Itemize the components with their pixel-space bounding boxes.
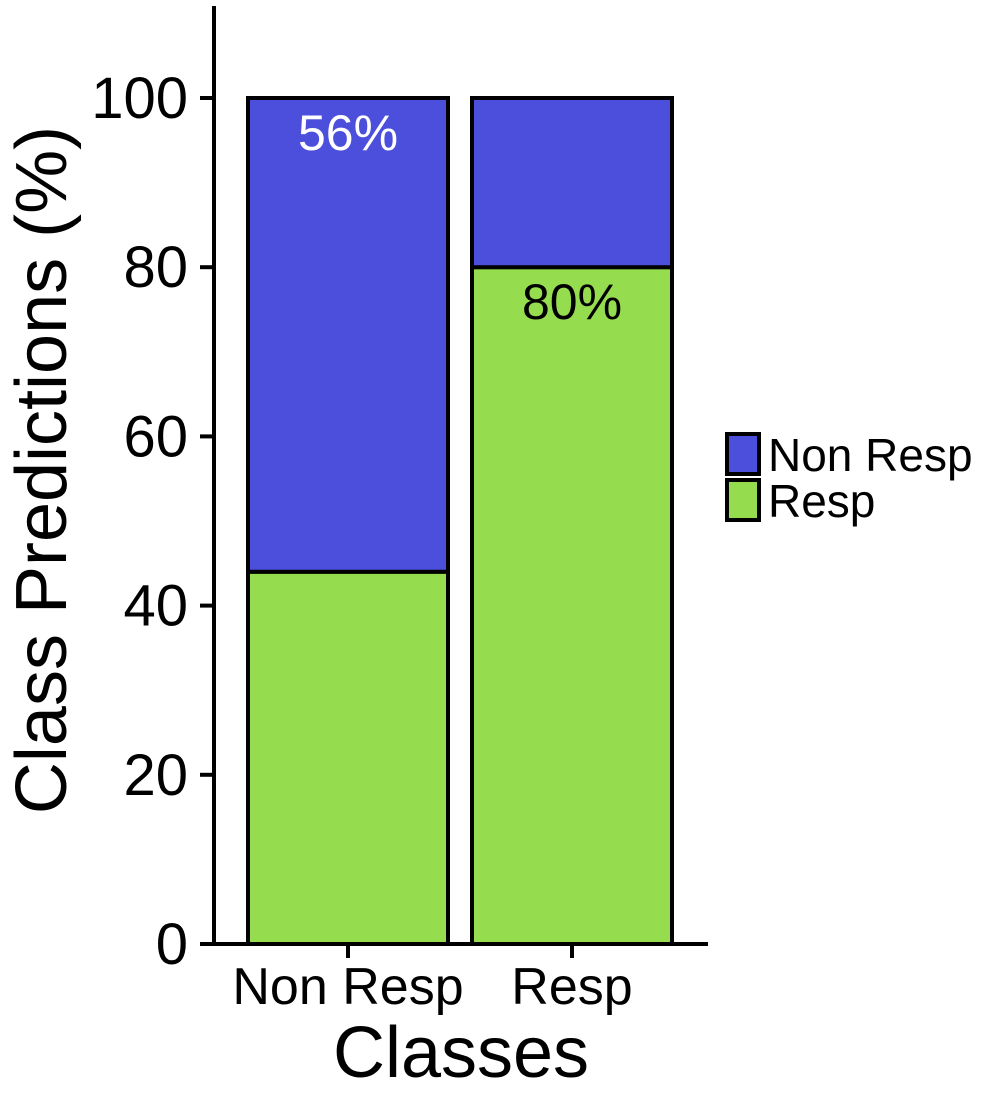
bar-non-resp-resp <box>246 569 450 946</box>
legend-swatch-resp <box>725 478 761 522</box>
bar-resp-non-resp <box>470 96 674 270</box>
legend-swatch-non-resp <box>725 432 761 476</box>
bars-layer <box>246 96 674 946</box>
y-tick-label-60: 60 <box>123 404 188 469</box>
data-label-resp-resp: 80% <box>522 274 622 330</box>
x-tick-label-non-resp: Non Resp <box>232 958 463 1016</box>
y-axis-title: Class Predictions (%) <box>2 126 82 814</box>
y-ticks-layer: 0 20 40 60 80 100 <box>91 66 214 977</box>
x-tick-label-resp: Resp <box>511 958 632 1016</box>
data-labels-layer: 56% 80% <box>298 105 622 330</box>
y-tick-label-0: 0 <box>156 912 188 977</box>
bar-resp-resp <box>470 265 674 946</box>
bar-non-resp-non-resp <box>246 96 450 574</box>
data-label-non-resp-non-resp: 56% <box>298 105 398 161</box>
y-tick-label-40: 40 <box>123 574 188 639</box>
x-axis-title: Classes <box>333 1013 589 1093</box>
x-ticks-layer: Non Resp Resp <box>232 944 633 1016</box>
y-tick-label-20: 20 <box>123 743 188 808</box>
y-tick-label-80: 80 <box>123 235 188 300</box>
axes-layer <box>212 6 708 946</box>
legend-label-non-resp: Non Resp <box>768 429 973 481</box>
legend-label-resp: Resp <box>768 475 875 527</box>
y-tick-label-100: 100 <box>91 66 188 131</box>
